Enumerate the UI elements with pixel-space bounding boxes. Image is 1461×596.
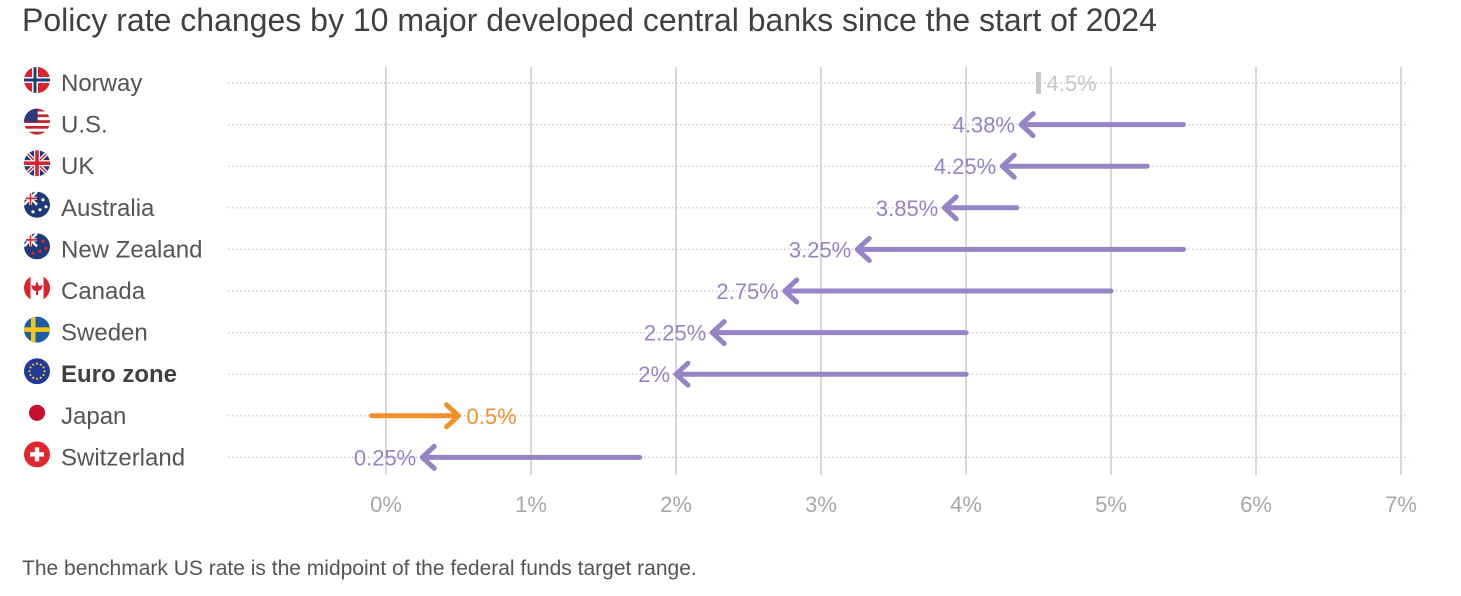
x-tick-label: 4% — [950, 492, 982, 517]
x-tick-label: 7% — [1385, 492, 1417, 517]
value-label: 2% — [638, 362, 670, 387]
arrow-head — [444, 402, 461, 430]
arrow-head — [999, 152, 1017, 180]
value-label: 3.85% — [876, 196, 938, 221]
chart-row: New Zealand 3.25% — [61, 235, 1409, 263]
us-flag-icon — [24, 108, 50, 135]
value-label: 0.25% — [354, 445, 416, 470]
chart-row: Japan 0.5% — [61, 402, 1409, 430]
value-label: 4.25% — [934, 154, 996, 179]
value-label: 2.75% — [716, 279, 778, 304]
chart-row: Switzerland 0.25% — [61, 443, 1409, 471]
category-label: UK — [61, 153, 94, 180]
australia-flag-icon — [24, 191, 50, 218]
x-tick-label: 2% — [660, 492, 692, 517]
category-label: Euro zone — [61, 361, 177, 388]
x-tick-label: 0% — [370, 492, 402, 517]
chart-row: Australia 3.85% — [61, 194, 1409, 222]
value-label: 3.25% — [789, 237, 851, 262]
chart-row: U.S. 4.38% — [61, 111, 1409, 139]
chart-row: UK 4.25% — [61, 152, 1409, 180]
value-label: 2.25% — [644, 321, 706, 346]
gridlines — [385, 67, 1402, 475]
x-tick-label: 6% — [1240, 492, 1272, 517]
value-label: 4.38% — [953, 113, 1015, 138]
x-axis-ticks: 0% 1% 2% 3% 4% 5% 6% 7% — [370, 492, 1417, 517]
uk-flag-icon — [24, 150, 50, 177]
arrow-head — [1018, 111, 1036, 139]
chart-row: Canada 2.75% — [61, 277, 1409, 305]
category-label: Switzerland — [61, 444, 185, 471]
norway-flag-icon — [24, 67, 50, 93]
arrow-head — [941, 194, 959, 222]
value-label: 4.5% — [1047, 71, 1097, 96]
category-label: Canada — [61, 278, 146, 305]
arrow-head — [854, 235, 872, 263]
category-label: Norway — [61, 70, 142, 97]
flags — [24, 67, 50, 468]
value-label: 0.5% — [467, 404, 517, 429]
arrow-head — [782, 277, 800, 305]
new-zealand-flag-icon — [24, 233, 50, 260]
x-tick-label: 1% — [515, 492, 547, 517]
x-tick-label: 3% — [805, 492, 837, 517]
chart-row: Norway 4.5% — [61, 70, 1409, 97]
japan-flag-icon — [24, 399, 50, 426]
sweden-flag-icon — [24, 316, 50, 343]
category-label: Australia — [61, 195, 155, 222]
category-label: U.S. — [61, 112, 108, 139]
category-label: Sweden — [61, 320, 148, 347]
eu-flag-icon — [24, 358, 50, 385]
category-label: Japan — [61, 403, 126, 430]
arrow-head — [673, 360, 691, 388]
canada-flag-icon — [24, 275, 50, 301]
chart-rows: Norway 4.5% U.S. 4.38% UK 4.25% Australia 3.85%… — [61, 70, 1409, 471]
chart-row: Euro zone 2% — [61, 360, 1409, 388]
chart-row: Sweden 2.25% — [61, 319, 1409, 347]
chart-footnote: The benchmark US rate is the midpoint of… — [22, 557, 697, 580]
category-label: New Zealand — [61, 236, 202, 263]
x-tick-label: 5% — [1095, 492, 1127, 517]
arrow-head — [709, 319, 727, 347]
arrow-head — [419, 443, 437, 471]
chart-title: Policy rate changes by 10 major develope… — [22, 2, 1157, 38]
switzerland-flag-icon — [24, 441, 50, 468]
rate-change-chart: 0% 1% 2% 3% 4% 5% 6% 7% Norway 4.5% U.S. 4.38% UK 4.… — [24, 67, 1417, 517]
